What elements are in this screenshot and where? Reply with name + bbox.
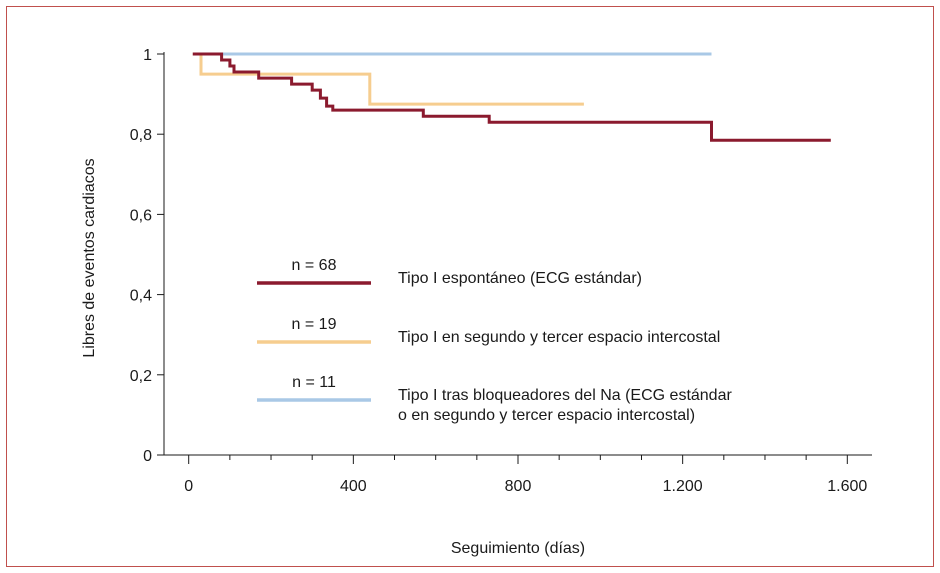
x-tick-label: 400	[340, 478, 367, 495]
legend-label-2: Tipo I en segundo y tercer espacio inter…	[398, 329, 720, 346]
legend-label-1: Tipo I espontáneo (ECG estándar)	[398, 270, 642, 287]
legend-n-3: n = 11	[292, 374, 336, 391]
series-layer	[192, 52, 831, 142]
y-axis-label: Libres de eventos cardiacos	[81, 158, 98, 357]
legend-n-2: n = 19	[292, 316, 337, 333]
x-tick-label: 800	[505, 478, 532, 495]
x-tick-label: 1.200	[663, 478, 703, 495]
y-tick-label: 0,2	[130, 368, 152, 385]
y-tick-label: 0	[143, 448, 152, 465]
y-tick-label: 0,4	[130, 288, 152, 305]
legend-label-3: o en segundo y tercer espacio intercosta…	[398, 407, 695, 424]
y-tick-label: 0,6	[130, 207, 152, 224]
axes: 0 0,2 0,4 0,6 0,8 1 0 400 800 1.200 1.600	[130, 47, 872, 495]
series-line-1	[192, 52, 831, 142]
legend-label-3: Tipo I tras bloqueadores del Na (ECG est…	[398, 387, 732, 404]
x-tick-label: 0	[184, 478, 193, 495]
y-tick-label: 1	[143, 47, 152, 64]
series-line-2	[192, 52, 584, 106]
legend-n-1: n = 68	[292, 257, 337, 274]
x-tick-label: 1.600	[827, 478, 867, 495]
chart-frame	[6, 6, 934, 567]
y-tick-label: 0,8	[130, 127, 152, 144]
legend: n = 68 Tipo I espontáneo (ECG estándar) n …	[257, 257, 732, 424]
x-axis-label: Seguimiento (días)	[451, 540, 585, 557]
